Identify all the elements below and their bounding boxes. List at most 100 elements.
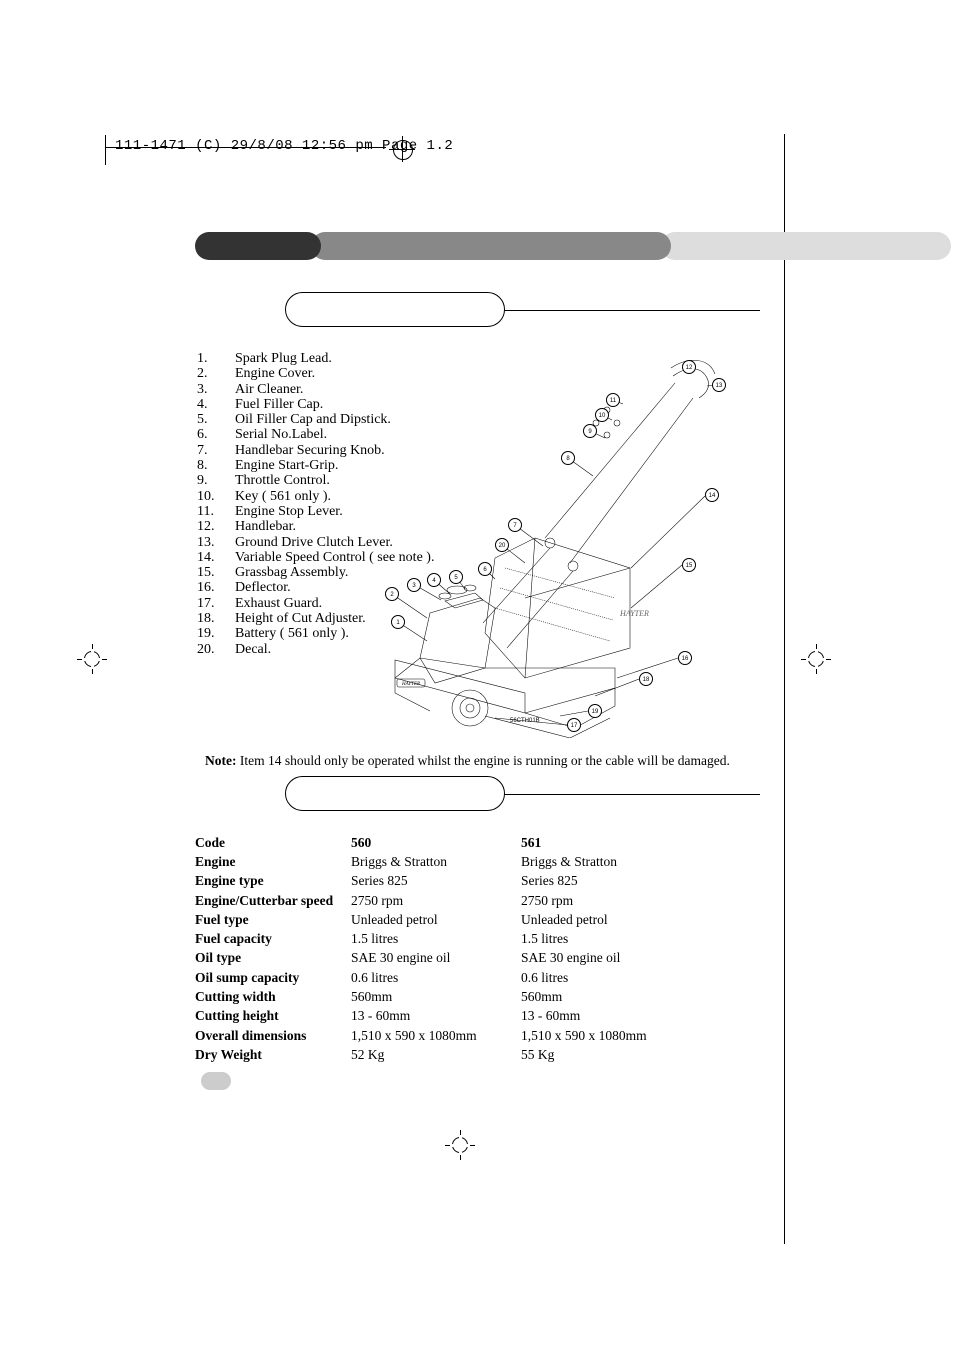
parts-list-label: Throttle Control. [235,473,330,488]
parts-list-label: Grassbag Assembly. [235,565,348,580]
spec-cell: 2750 rpm [521,893,721,909]
parts-list-label: Engine Cover. [235,366,315,381]
spec-row: Overall dimensions1,510 x 590 x 1080mm1,… [195,1026,721,1045]
spec-cell: 1.5 litres [521,931,721,947]
diagram-callout-15: 15 [682,558,696,572]
spec-cell: 561 [521,835,721,851]
diagram-callout-18: 18 [639,672,653,686]
crop-register-icon [393,140,411,158]
spec-cell: Engine [195,854,351,870]
parts-list-label: Fuel Filler Cap. [235,397,323,412]
spec-cell: Series 825 [521,873,721,889]
parts-list-number: 13. [195,535,235,550]
parts-list-label: Engine Start-Grip. [235,458,338,473]
spec-cell: Unleaded petrol [351,912,521,928]
spec-cell: 13 - 60mm [351,1008,521,1024]
spec-cell: 1,510 x 590 x 1080mm [521,1028,721,1044]
parts-list-label: Height of Cut Adjuster. [235,611,366,626]
diagram-callout-1: 1 [391,615,405,629]
spec-row: Dry Weight52 Kg55 Kg [195,1045,721,1064]
spec-row: Oil typeSAE 30 engine oilSAE 30 engine o… [195,949,721,968]
parts-list-label: Deflector. [235,580,291,595]
spec-row: Oil sump capacity0.6 litres0.6 litres [195,968,721,987]
diagram-callout-11: 11 [606,393,620,407]
spec-cell: 560mm [521,989,721,1005]
diagram-callout-10: 10 [595,408,609,422]
spec-row: Cutting width560mm560mm [195,987,721,1006]
mower-illustration: HAYTER HAYTER [375,348,735,738]
spec-cell: 0.6 litres [351,970,521,986]
spec-cell: Oil type [195,950,351,966]
parts-list-number: 6. [195,427,235,442]
note-label: Note: [205,753,236,768]
diagram-callout-6: 6 [478,562,492,576]
spec-cell: Fuel capacity [195,931,351,947]
spec-row: Fuel capacity1.5 litres1.5 litres [195,929,721,948]
parts-list-label: Handlebar Securing Knob. [235,443,385,458]
spec-cell: 560mm [351,989,521,1005]
parts-list-number: 16. [195,580,235,595]
parts-list-number: 5. [195,412,235,427]
spec-cell: SAE 30 engine oil [351,950,521,966]
diagram-callout-16: 16 [678,651,692,665]
page-number-pill [201,1072,231,1090]
diagram-callout-13: 13 [712,378,726,392]
note-body: Item 14 should only be operated whilst t… [236,753,729,768]
diagram-ref-label: 56CTH01B [510,718,540,724]
parts-list-label: Spark Plug Lead. [235,351,332,366]
parts-list-number: 20. [195,642,235,657]
spec-cell: 55 Kg [521,1047,721,1063]
spec-header-row: Code560561 [195,833,721,852]
spec-row: EngineBriggs & StrattonBriggs & Stratton [195,852,721,871]
note-text: Note: Item 14 should only be operated wh… [205,753,730,769]
parts-list-label: Oil Filler Cap and Dipstick. [235,412,391,427]
specification-table: Code560561EngineBriggs & StrattonBriggs … [195,833,721,1065]
parts-list-number: 4. [195,397,235,412]
mower-diagram: HAYTER HAYTER 12345678910111213141516171… [375,348,735,738]
diagram-callout-7: 7 [508,518,522,532]
spec-cell: 1,510 x 590 x 1080mm [351,1028,521,1044]
spec-cell: Unleaded petrol [521,912,721,928]
parts-list-number: 14. [195,550,235,565]
spec-cell: 1.5 litres [351,931,521,947]
diagram-callout-5: 5 [449,570,463,584]
parts-list-number: 3. [195,382,235,397]
spec-cell: Engine type [195,873,351,889]
parts-list-label: Ground Drive Clutch Lever. [235,535,393,550]
subsection-1-1-line [500,310,760,311]
parts-list-label: Decal. [235,642,271,657]
parts-list-number: 18. [195,611,235,626]
register-mark-right [801,644,831,674]
parts-list-label: Serial No.Label. [235,427,327,442]
spec-row: Cutting height13 - 60mm13 - 60mm [195,1007,721,1026]
spec-cell: Briggs & Stratton [351,854,521,870]
spec-cell: Cutting height [195,1008,351,1024]
spec-cell: Cutting width [195,989,351,1005]
parts-list-number: 10. [195,489,235,504]
parts-list-label: Key ( 561 only ). [235,489,331,504]
spec-cell: 13 - 60mm [521,1008,721,1024]
spec-cell: Series 825 [351,873,521,889]
right-trim-edge [784,134,785,1244]
subsection-1-2-line [500,794,760,795]
spec-row: Engine typeSeries 825Series 825 [195,872,721,891]
parts-list-label: Handlebar. [235,519,296,534]
diagram-callout-4: 4 [427,573,441,587]
spec-cell: 560 [351,835,521,851]
spec-cell: Code [195,835,351,851]
register-mark-bottom [445,1130,475,1160]
diagram-callout-2: 2 [385,587,399,601]
spec-cell: 2750 rpm [351,893,521,909]
diagram-callout-12: 12 [682,360,696,374]
diagram-callout-3: 3 [407,578,421,592]
parts-list-number: 2. [195,366,235,381]
spec-cell: Oil sump capacity [195,970,351,986]
parts-list-number: 9. [195,473,235,488]
subsection-1-1-box [285,292,505,327]
diagram-callout-14: 14 [705,488,719,502]
parts-list-label: Engine Stop Lever. [235,504,343,519]
section-pill-dark [195,232,321,260]
svg-text:HAYTER: HAYTER [401,682,420,687]
parts-list-label: Exhaust Guard. [235,596,322,611]
parts-list-number: 1. [195,351,235,366]
